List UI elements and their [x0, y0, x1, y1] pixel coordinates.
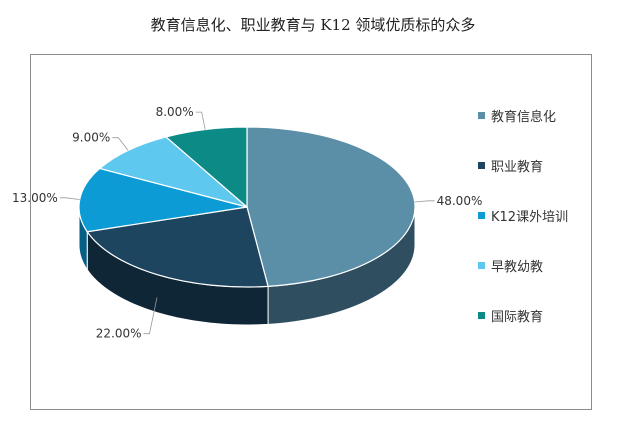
- leader-line-1: [143, 297, 158, 335]
- pie-slice-2: [78, 167, 248, 233]
- legend-label-3: 早教幼教: [491, 259, 544, 275]
- chart-frame: [30, 54, 592, 410]
- legend-swatch-3: [478, 261, 485, 269]
- data-label-2: 13.00%: [12, 191, 58, 205]
- legend-item-1: 职业教育: [478, 152, 588, 178]
- legend: 教育信息化职业教育 K12课外培训 早教幼教国际教育: [478, 102, 588, 352]
- data-label-4: 8.00%: [156, 105, 194, 119]
- leader-line-0: [414, 200, 435, 203]
- legend-swatch-2: [478, 211, 485, 219]
- legend-label-2: K12课外培训: [491, 209, 569, 225]
- legend-item-4: 国际教育: [478, 302, 588, 328]
- leader-line-4: [195, 111, 206, 130]
- legend-item-2: K12课外培训: [478, 202, 588, 228]
- data-label-1: 22.00%: [96, 327, 142, 341]
- legend-swatch-1: [478, 161, 485, 169]
- pie-slice-0: [246, 126, 416, 287]
- pie-slice-4: [164, 126, 248, 209]
- legend-label-1: 职业教育: [491, 159, 544, 175]
- legend-label-0: 教育信息化: [491, 109, 557, 125]
- data-label-3: 9.00%: [72, 131, 110, 145]
- legend-swatch-0: [478, 111, 485, 119]
- leader-line-3: [112, 137, 129, 151]
- legend-label-4: 国际教育: [491, 309, 544, 325]
- legend-item-3: 早教幼教: [478, 252, 588, 278]
- leader-line-2: [59, 197, 80, 200]
- legend-swatch-4: [478, 311, 485, 319]
- chart-title: 教育信息化、职业教育与 K12 领域优质标的众多: [150, 16, 476, 34]
- pie-slice-3: [98, 136, 248, 208]
- pie-slice-1: [86, 206, 269, 288]
- data-label-0: 48.00%: [437, 194, 483, 208]
- legend-item-0: 教育信息化: [478, 102, 588, 128]
